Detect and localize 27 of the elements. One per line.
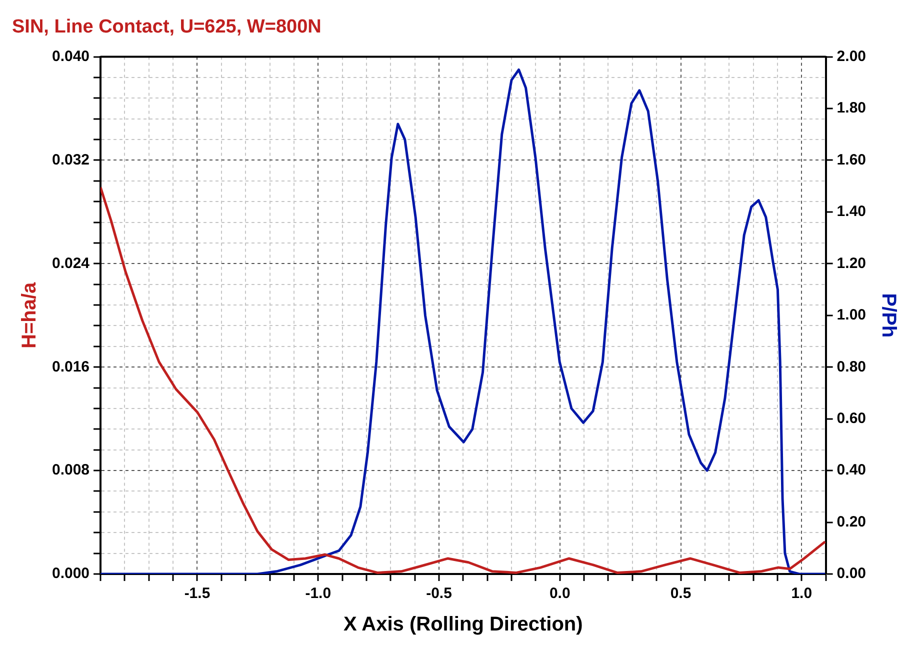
y2-tick-label: 0.00 — [836, 565, 866, 582]
x-tick-label: 1.0 — [791, 585, 812, 602]
x-axis-title: X Axis (Rolling Direction) — [344, 614, 583, 636]
x-tick-label: -0.5 — [426, 585, 452, 602]
y2-tick-label: 0.40 — [836, 462, 866, 479]
y2-tick-label: 2.00 — [836, 48, 866, 65]
y-tick-label: 0.000 — [52, 565, 90, 582]
y-tick-label: 0.016 — [52, 358, 90, 376]
y-tick-label: 0.024 — [52, 254, 90, 272]
x-tick-label: -1.0 — [305, 585, 332, 602]
chart-title: SIN, Line Contact, U=625, W=800N — [12, 16, 322, 38]
y2-tick-label: 0.60 — [836, 410, 866, 427]
y2-tick-label: 1.00 — [836, 306, 866, 324]
y-tick-label: 0.008 — [52, 462, 90, 479]
y-axis-title: H=ha/a — [18, 281, 41, 348]
y2-tick-label: 1.80 — [836, 100, 866, 117]
y2-tick-label: 1.60 — [836, 151, 866, 168]
x-tick-label: 0.5 — [670, 585, 692, 602]
y2-tick-label: 1.20 — [836, 254, 866, 272]
y2-tick-label: 1.40 — [836, 203, 866, 220]
x-tick-label: -1.5 — [184, 585, 210, 602]
y2-tick-label: 0.80 — [836, 358, 866, 376]
y2-tick-label: 0.20 — [836, 513, 866, 530]
y-tick-label: 0.032 — [52, 151, 90, 168]
x-tick-label: 0.0 — [549, 585, 570, 602]
y2-axis-title: P/Ph — [877, 293, 900, 338]
y-tick-label: 0.040 — [52, 48, 90, 65]
